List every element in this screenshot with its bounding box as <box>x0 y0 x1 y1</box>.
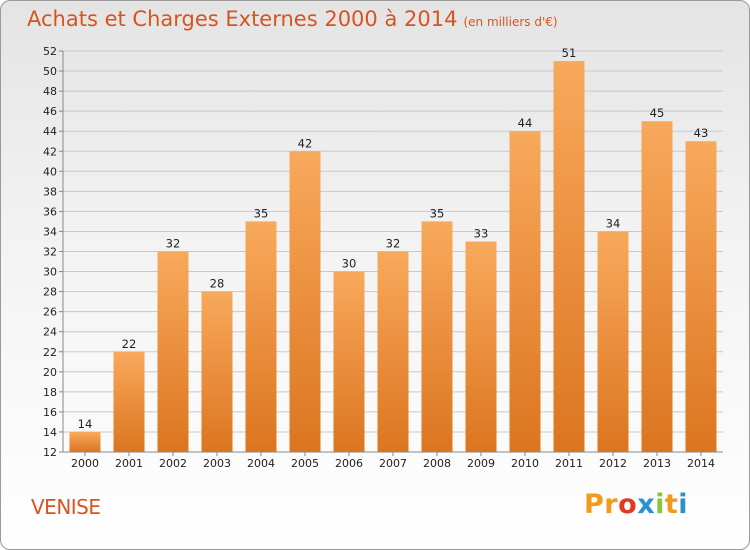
y-tick-label: 12 <box>43 446 57 459</box>
bar <box>201 291 233 452</box>
y-tick-label: 50 <box>43 65 57 78</box>
proxiti-logo[interactable]: Proxiti <box>584 489 688 520</box>
y-tick-label: 36 <box>43 205 57 218</box>
y-tick-label: 34 <box>43 225 57 238</box>
bars: 14 22 32 28 35 42 30 32 35 33 44 51 34 45 43 <box>69 46 717 453</box>
y-tick-label: 26 <box>43 306 57 319</box>
bar-value-label: 32 <box>386 237 401 251</box>
y-tick-label: 42 <box>43 145 57 158</box>
y-axis: 12 14 16 18 20 22 24 26 28 30 32 34 36 38 40 42 44 46 48 50… <box>43 45 64 459</box>
bar <box>333 271 365 452</box>
y-tick-label: 52 <box>43 45 57 58</box>
x-tick-label: 2014 <box>687 457 715 470</box>
y-tick-label: 24 <box>43 326 57 339</box>
x-tick-label: 2006 <box>335 457 363 470</box>
y-tick-label: 44 <box>43 125 57 138</box>
x-tick-label: 2008 <box>423 457 451 470</box>
y-tick-label: 40 <box>43 165 57 178</box>
bar <box>69 431 101 452</box>
bar-value-label: 22 <box>122 337 137 351</box>
x-tick-label: 2002 <box>159 457 187 470</box>
bar <box>245 221 277 452</box>
y-tick-label: 16 <box>43 406 57 419</box>
y-tick-label: 20 <box>43 366 57 379</box>
bar-value-label: 43 <box>694 126 709 140</box>
x-tick-label: 2000 <box>71 457 99 470</box>
y-tick-label: 14 <box>43 426 57 439</box>
chart-title-line: Achats et Charges Externes 2000 à 2014 (e… <box>27 7 558 31</box>
logo-letter: i <box>655 489 665 520</box>
bar <box>597 231 629 452</box>
logo-letter: P <box>584 489 605 520</box>
x-tick-label: 2005 <box>291 457 319 470</box>
x-tick-label: 2007 <box>379 457 407 470</box>
bar-value-label: 35 <box>254 206 269 220</box>
x-tick-label: 2003 <box>203 457 231 470</box>
x-axis: 2000 2001 2002 2003 2004 2005 2006 2007 2008 2009… <box>63 451 723 470</box>
bar-value-label: 35 <box>430 206 445 220</box>
bar <box>289 151 321 452</box>
bar <box>157 251 189 452</box>
place-name: VENISE <box>31 495 101 519</box>
bar-value-label: 32 <box>166 237 181 251</box>
bar-value-label: 42 <box>298 136 313 150</box>
logo-letter: x <box>637 489 656 520</box>
bar <box>113 351 145 452</box>
bar <box>465 241 497 452</box>
bar-value-label: 44 <box>518 116 533 130</box>
bar <box>553 61 585 453</box>
logo-letter: o <box>618 489 638 520</box>
y-tick-label: 46 <box>43 105 57 118</box>
x-tick-label: 2001 <box>115 457 143 470</box>
y-tick-label: 28 <box>43 286 57 299</box>
bar-value-label: 33 <box>474 226 489 240</box>
logo-letter: r <box>604 489 619 520</box>
logo-letter: t <box>664 489 679 520</box>
y-tick-label: 30 <box>43 266 57 279</box>
bar-value-label: 14 <box>78 417 93 431</box>
chart-title: Achats et Charges Externes 2000 à 2014 <box>27 7 458 31</box>
bar <box>509 131 541 452</box>
x-tick-label: 2004 <box>247 457 275 470</box>
y-tick-label: 22 <box>43 346 57 359</box>
bar-value-label: 51 <box>562 46 577 60</box>
bar-value-label: 45 <box>650 106 665 120</box>
logo-letter: i <box>678 489 689 520</box>
x-tick-label: 2009 <box>467 457 495 470</box>
bar-value-label: 34 <box>606 216 621 230</box>
x-tick-label: 2010 <box>511 457 539 470</box>
y-tick-label: 18 <box>43 386 57 399</box>
bar <box>421 221 453 452</box>
bar <box>377 251 409 452</box>
x-tick-label: 2013 <box>643 457 671 470</box>
bar <box>685 141 717 452</box>
x-tick-label: 2011 <box>555 457 583 470</box>
chart-unit: (en milliers d'€) <box>463 15 558 29</box>
y-tick-label: 38 <box>43 185 57 198</box>
bar-value-label: 28 <box>210 277 225 291</box>
bar <box>641 121 673 453</box>
y-tick-label: 32 <box>43 246 57 259</box>
x-tick-label: 2012 <box>599 457 627 470</box>
bar-value-label: 30 <box>342 257 357 271</box>
y-tick-label: 48 <box>43 85 57 98</box>
